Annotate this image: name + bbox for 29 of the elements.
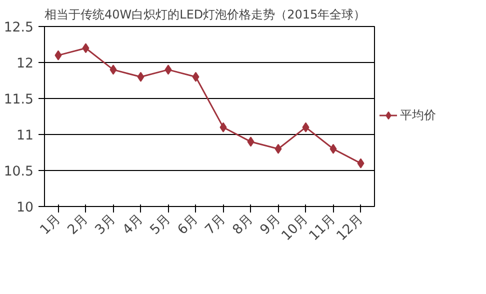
point	[192, 72, 200, 82]
y-tick-label: 11	[16, 128, 34, 144]
x-tick-label: 1月	[38, 212, 64, 238]
y-tick-label: 11.5	[4, 92, 34, 108]
x-tick-label: 6月	[175, 212, 202, 238]
point	[220, 122, 227, 132]
point	[274, 144, 282, 154]
chart-title: 相当于传统40W白炽灯的LED灯泡价格走势（2015年全球）	[44, 8, 366, 22]
point	[54, 50, 62, 60]
x-tick-label: 7月	[202, 212, 229, 238]
x-tick-label: 3月	[92, 212, 119, 238]
y-tick-label: 10.5	[4, 164, 34, 180]
x-tick-label: 5月	[148, 212, 174, 238]
y-tick-label: 12	[16, 56, 34, 72]
point	[164, 64, 172, 75]
point	[110, 64, 117, 75]
point	[330, 144, 337, 154]
point	[137, 72, 144, 82]
point	[302, 122, 310, 132]
y-tick-label: 10	[16, 200, 34, 216]
point	[247, 136, 254, 147]
point	[82, 43, 90, 54]
x-tick-label: 2月	[65, 212, 92, 238]
x-tick-label: 8月	[230, 212, 256, 238]
x-tick-label: 4月	[120, 212, 146, 238]
x-tick-label: 12月	[334, 212, 366, 244]
legend-label: 平均价	[400, 106, 436, 124]
point	[357, 158, 364, 168]
y-tick-label: 12.5	[4, 20, 34, 36]
